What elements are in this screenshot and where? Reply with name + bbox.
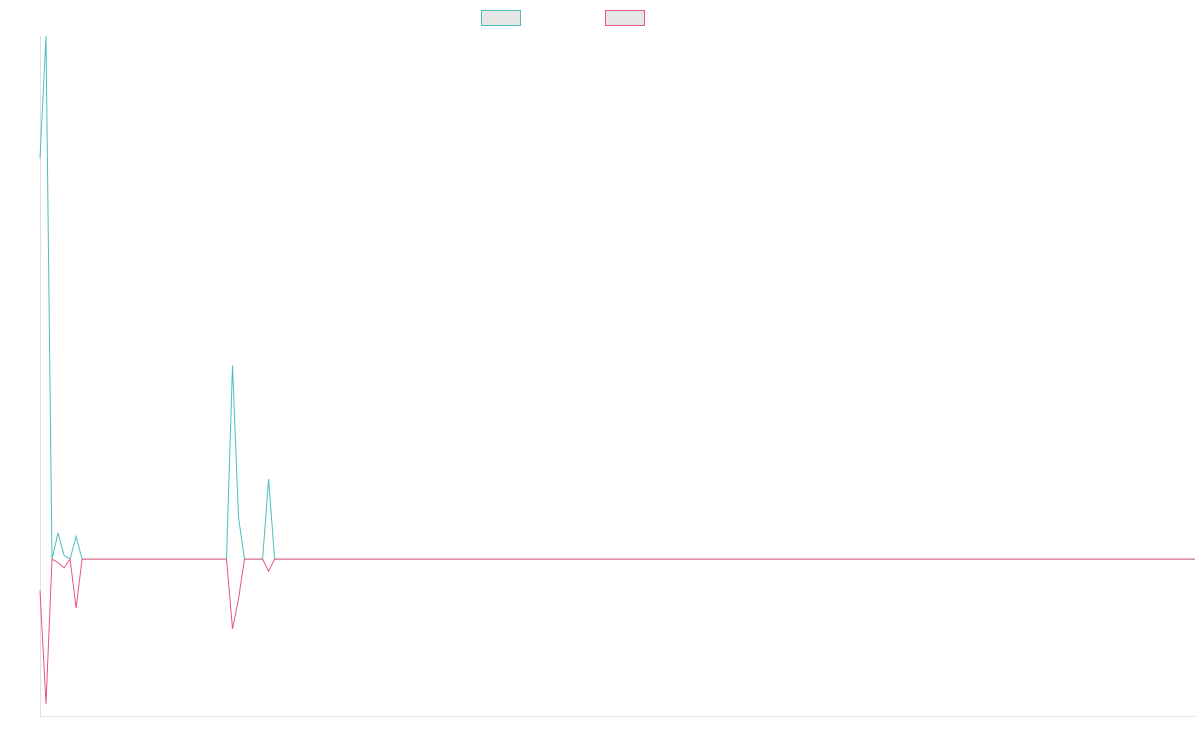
legend-swatch-series-1[interactable] [481,10,521,26]
series-line-1 [39,35,1195,560]
legend-swatch-series-2[interactable] [605,10,645,26]
series-line-2 [39,557,1195,704]
